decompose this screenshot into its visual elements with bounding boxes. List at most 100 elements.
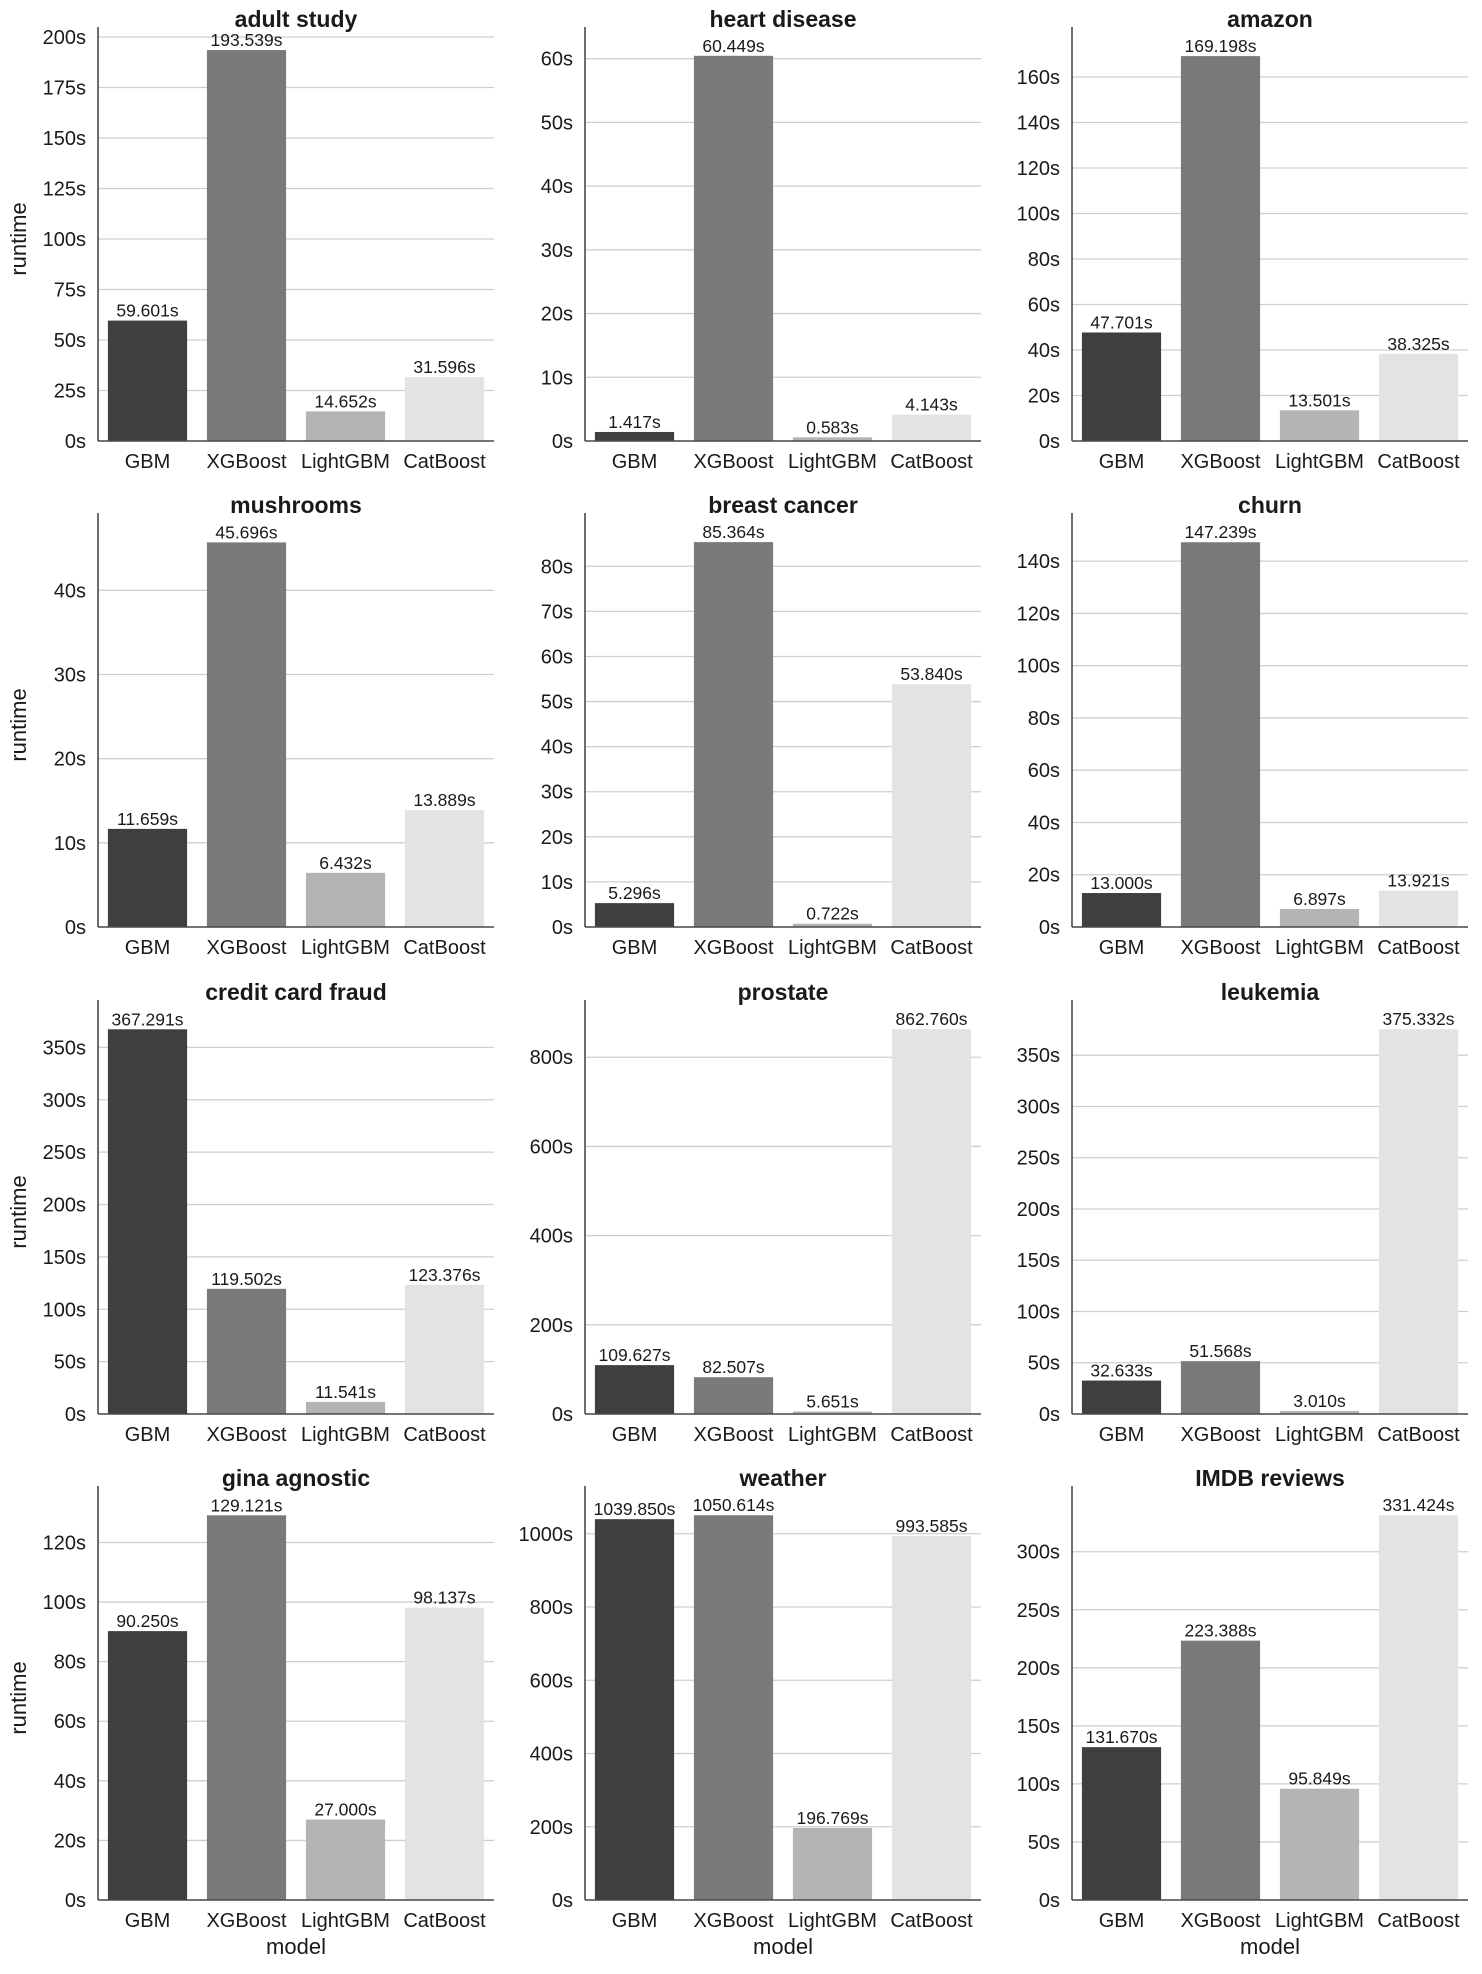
chart-1-title: heart disease: [709, 6, 856, 32]
chart-3-ytick-label: 30s: [54, 665, 86, 687]
chart-2-data-label: 38.325s: [1387, 334, 1450, 354]
chart-1-xtick-label: LightGBM: [788, 451, 877, 473]
chart-1-xtick-label: XGBoost: [693, 451, 773, 473]
chart-1-ytick-label: 0s: [552, 431, 573, 453]
chart-9-xlabel: model: [266, 1934, 326, 1959]
chart-5-data-label: 6.897s: [1293, 889, 1346, 909]
chart-8-ytick-label: 0s: [1039, 1404, 1060, 1426]
chart-9-bar-lightgbm: [305, 1819, 386, 1900]
chart-8-bar-catboost: [1378, 1029, 1459, 1414]
chart-0-bar-catboost: [404, 377, 485, 441]
chart-4-xtick-label: LightGBM: [788, 937, 877, 959]
chart-7-bar-lightgbm: [792, 1411, 873, 1414]
chart-3-ylabel: runtime: [6, 688, 31, 761]
chart-10-ytick-label: 400s: [530, 1744, 573, 1766]
chart-11-ytick-label: 300s: [1017, 1542, 1060, 1564]
chart-4-xtick-label: XGBoost: [693, 937, 773, 959]
chart-7-xtick-label: GBM: [612, 1424, 658, 1446]
chart-0-bar-lightgbm: [305, 411, 386, 441]
chart-8-xtick-label: GBM: [1099, 1424, 1145, 1446]
chart-7-xtick-label: LightGBM: [788, 1424, 877, 1446]
chart-11-ytick-label: 0s: [1039, 1890, 1060, 1912]
chart-3-bar-lightgbm: [305, 872, 386, 927]
chart-1-bar-xgboost: [693, 55, 774, 442]
chart-5-xtick-label: CatBoost: [1377, 937, 1460, 959]
chart-8-bar-xgboost: [1180, 1361, 1261, 1414]
chart-0-xtick-label: LightGBM: [301, 451, 390, 473]
chart-10-bar-gbm: [594, 1519, 675, 1900]
chart-9-xtick-label: XGBoost: [206, 1910, 286, 1932]
chart-3-xtick-label: XGBoost: [206, 937, 286, 959]
chart-2-ytick-label: 100s: [1017, 204, 1060, 226]
chart-11-xlabel: model: [1240, 1934, 1300, 1959]
chart-9-xtick-label: GBM: [125, 1910, 171, 1932]
chart-2-bar-gbm: [1081, 332, 1162, 441]
chart-8-xtick-label: XGBoost: [1180, 1424, 1260, 1446]
chart-5-ytick-label: 60s: [1028, 760, 1060, 782]
chart-10-data-label: 993.585s: [895, 1516, 967, 1536]
chart-0-data-label: 193.539s: [210, 30, 282, 50]
chart-4-ytick-label: 30s: [541, 782, 573, 804]
chart-6-ytick-label: 0s: [65, 1404, 86, 1426]
chart-8-data-label: 375.332s: [1382, 1009, 1454, 1029]
chart-4-ytick-label: 70s: [541, 601, 573, 623]
chart-11-xtick-label: XGBoost: [1180, 1910, 1260, 1932]
chart-4-bar-lightgbm: [792, 923, 873, 927]
chart-7-bar-catboost: [891, 1029, 972, 1414]
chart-0-title: adult study: [235, 6, 358, 32]
chart-2-bar-catboost: [1378, 353, 1459, 441]
chart-9-data-label: 90.250s: [116, 1611, 179, 1631]
chart-5-bar-xgboost: [1180, 542, 1261, 927]
chart-1-ytick-label: 50s: [541, 112, 573, 134]
chart-6-data-label: 11.541s: [315, 1382, 376, 1402]
chart-0: 0s 25s 50s 75s 100s 125s 150s 175s 200s 59.601s GB…: [6, 6, 494, 473]
chart-10-data-label: 1050.614s: [693, 1495, 775, 1515]
chart-4-xtick-label: GBM: [612, 937, 658, 959]
chart-7-ytick-label: 600s: [530, 1136, 573, 1158]
chart-11-ytick-label: 50s: [1028, 1832, 1060, 1854]
chart-10-data-label: 196.769s: [796, 1808, 868, 1828]
chart-9: 0s 20s 40s 60s 80s 100s 120s 90.250s GBM 129.121s…: [6, 1465, 494, 1959]
chart-3-bar-catboost: [404, 810, 485, 927]
chart-11-ytick-label: 150s: [1017, 1716, 1060, 1738]
chart-5-ytick-label: 120s: [1017, 603, 1060, 625]
chart-9-bar-gbm: [107, 1631, 188, 1900]
chart-10-xlabel: model: [753, 1934, 813, 1959]
chart-0-ytick-label: 150s: [43, 128, 86, 150]
chart-1-ytick-label: 40s: [541, 176, 573, 198]
chart-5-bar-lightgbm: [1279, 908, 1360, 927]
chart-0-ytick-label: 50s: [54, 330, 86, 352]
chart-7-xtick-label: XGBoost: [693, 1424, 773, 1446]
chart-1-ytick-label: 30s: [541, 240, 573, 262]
chart-3-xtick-label: LightGBM: [301, 937, 390, 959]
chart-4-data-label: 85.364s: [702, 522, 765, 542]
chart-9-bar-catboost: [404, 1607, 485, 1900]
chart-8-ytick-label: 350s: [1017, 1045, 1060, 1067]
chart-1-ytick-label: 10s: [541, 367, 573, 389]
chart-10-ytick-label: 200s: [530, 1817, 573, 1839]
chart-5-xtick-label: LightGBM: [1275, 937, 1364, 959]
chart-8: 0s 50s 100s 150s 200s 250s 300s 350s 32.633s GBM 5…: [1017, 979, 1468, 1446]
chart-6-ytick-label: 100s: [43, 1299, 86, 1321]
chart-10-xtick-label: XGBoost: [693, 1910, 773, 1932]
chart-8-data-label: 32.633s: [1090, 1361, 1153, 1381]
chart-0-data-label: 14.652s: [314, 391, 377, 411]
chart-11: 0s 50s 100s 150s 200s 250s 300s 131.670s GBM 223.…: [1017, 1465, 1468, 1959]
chart-10-xtick-label: LightGBM: [788, 1910, 877, 1932]
chart-1-ytick-label: 20s: [541, 304, 573, 326]
chart-0-bar-xgboost: [206, 50, 287, 442]
chart-5-data-label: 147.239s: [1184, 522, 1256, 542]
chart-0-data-label: 31.596s: [413, 357, 476, 377]
chart-9-ytick-label: 60s: [54, 1711, 86, 1733]
chart-5-xtick-label: XGBoost: [1180, 937, 1260, 959]
chart-8-bar-gbm: [1081, 1380, 1162, 1414]
chart-1-data-label: 4.143s: [905, 395, 958, 415]
chart-0-xtick-label: XGBoost: [206, 451, 286, 473]
chart-5-data-label: 13.000s: [1090, 873, 1153, 893]
chart-3-ytick-label: 10s: [54, 833, 86, 855]
chart-11-xtick-label: GBM: [1099, 1910, 1145, 1932]
chart-7-ytick-label: 200s: [530, 1315, 573, 1337]
chart-10-bar-xgboost: [693, 1515, 774, 1900]
chart-9-title: gina agnostic: [222, 1465, 370, 1491]
chart-0-ytick-label: 25s: [54, 381, 86, 403]
